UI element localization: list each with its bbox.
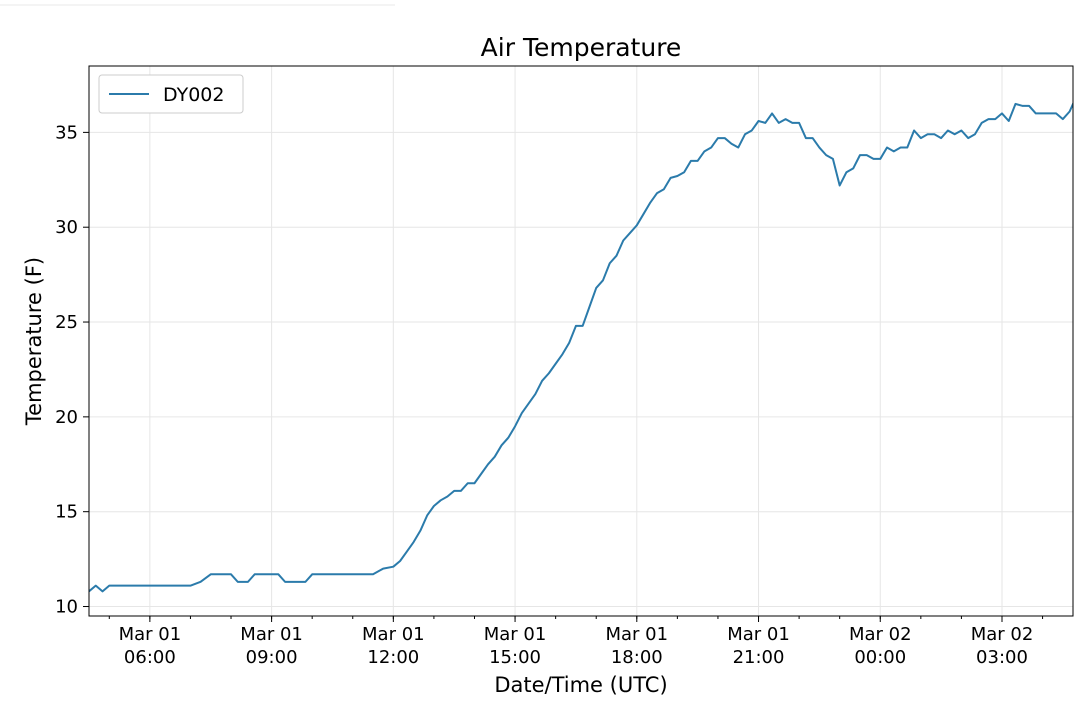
series-line-dy002 [89, 101, 1073, 593]
plot-frame [88, 65, 1074, 617]
x-tick-label-time: 03:00 [976, 647, 1028, 668]
x-tick-label-date: Mar 02 [849, 624, 912, 645]
x-tick-label-time: 15:00 [489, 647, 541, 668]
x-axis-label: Date/Time (UTC) [494, 673, 667, 697]
series-layer [89, 101, 1073, 593]
y-axis: 10 15 20 25 30 35 [55, 122, 89, 618]
x-tick-label-time: 06:00 [124, 647, 176, 668]
x-tick-label-date: Mar 02 [971, 624, 1034, 645]
x-tick-label-time: 18:00 [611, 647, 663, 668]
legend: DY002 [98, 74, 244, 114]
y-tick-label: 15 [55, 502, 78, 523]
x-tick-label-date: Mar 01 [362, 624, 425, 645]
x-tick-label-date: Mar 01 [119, 624, 182, 645]
y-tick-label: 20 [55, 407, 78, 428]
x-tick-label-date: Mar 01 [727, 624, 790, 645]
legend-entry-dy002: DY002 [163, 84, 224, 106]
x-tick-label-time: 09:00 [246, 647, 298, 668]
y-tick-label: 10 [55, 597, 78, 618]
x-tick-label-date: Mar 01 [240, 624, 303, 645]
legend-box [98, 74, 244, 114]
y-tick-label: 35 [55, 122, 78, 143]
y-tick-label: 30 [55, 217, 78, 238]
x-tick-label-time: 12:00 [367, 647, 419, 668]
x-tick-label-date: Mar 01 [484, 624, 547, 645]
x-tick-label-time: 00:00 [854, 647, 906, 668]
x-tick-label-time: 21:00 [733, 647, 785, 668]
y-tick-label: 25 [55, 312, 78, 333]
chart-title: Air Temperature [481, 33, 682, 62]
x-tick-label-date: Mar 01 [605, 624, 668, 645]
y-axis-label: Temperature (F) [22, 257, 46, 426]
grid-lines [89, 66, 1073, 616]
